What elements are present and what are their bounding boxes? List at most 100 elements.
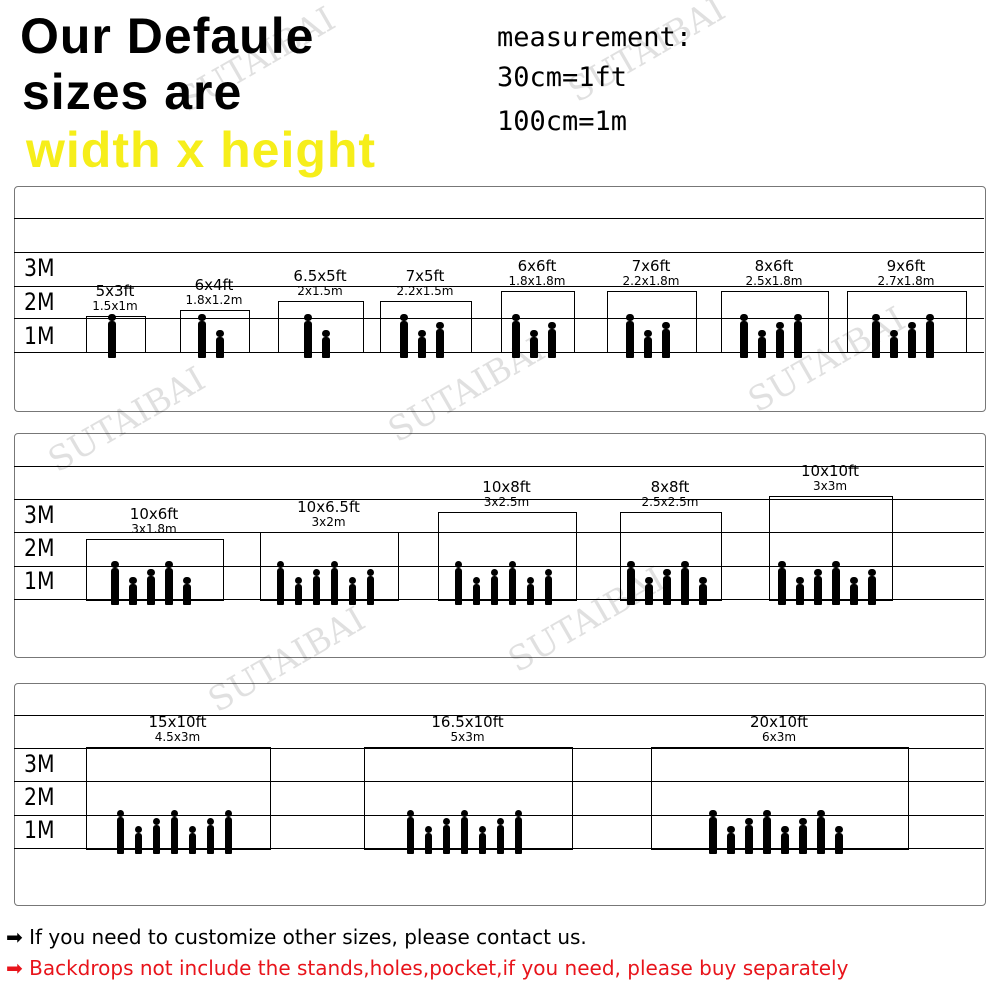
person-silhouette xyxy=(924,314,936,358)
size-ft: 9x6ft xyxy=(886,257,926,275)
backdrop-size-box xyxy=(278,301,364,353)
size-ft: 7x6ft xyxy=(631,257,671,275)
size-ft: 20x10ft xyxy=(750,713,808,731)
size-m: 4.5x3m xyxy=(154,730,201,744)
person-silhouette xyxy=(794,577,806,605)
person-silhouette xyxy=(761,810,773,854)
person-silhouette xyxy=(311,569,323,605)
size-panel xyxy=(14,683,986,906)
person-silhouette xyxy=(441,818,453,854)
person-silhouette xyxy=(181,577,193,605)
size-panel xyxy=(14,186,986,412)
grid-line xyxy=(14,286,984,287)
backdrop-size-box xyxy=(86,316,146,353)
person-silhouette xyxy=(528,330,540,358)
watermark: SUTAIBAI xyxy=(561,0,733,111)
header-line-3: width x height xyxy=(26,122,377,178)
person-silhouette xyxy=(477,826,489,854)
size-label: 8x6ft 2.5x1.8m xyxy=(704,259,844,289)
header-line-2: sizes are xyxy=(22,64,243,120)
person-silhouette xyxy=(347,577,359,605)
stands-note-text: Backdrops not include the stands,holes,p… xyxy=(29,956,849,980)
grid-line xyxy=(14,352,984,353)
scale-label: 2M xyxy=(24,288,55,316)
measurement-ft: 30cm=1ft xyxy=(497,62,628,93)
person-silhouette xyxy=(697,577,709,605)
scale-label: 3M xyxy=(24,254,55,282)
size-ft: 8x6ft xyxy=(754,257,794,275)
person-silhouette xyxy=(833,826,845,854)
size-m: 2.5x2.5m xyxy=(641,495,699,509)
person-silhouette xyxy=(546,322,558,358)
grid-line xyxy=(14,815,984,816)
person-silhouette xyxy=(127,577,139,605)
backdrop-size-box xyxy=(620,512,722,601)
grid-line xyxy=(14,252,984,253)
size-ft: 10x6.5ft xyxy=(297,498,360,516)
size-ft: 15x10ft xyxy=(148,713,207,731)
size-ft: 6x4ft xyxy=(194,276,234,294)
size-ft: 7x5ft xyxy=(405,267,445,285)
person-silhouette xyxy=(459,810,471,854)
size-label: 7x5ft 2.2x1.5m xyxy=(355,269,495,299)
person-silhouette xyxy=(489,569,501,605)
person-silhouette xyxy=(329,561,341,605)
size-m: 3x2m xyxy=(311,515,346,529)
person-silhouette xyxy=(812,569,824,605)
size-m: 2.2x1.8m xyxy=(622,274,680,288)
backdrop-size-box xyxy=(501,291,575,353)
right-arrow-icon: ➡ xyxy=(6,925,23,949)
person-silhouette xyxy=(707,810,719,854)
size-label: 5x3ft 1.5x1m xyxy=(45,284,185,314)
grid-line xyxy=(14,748,984,749)
grid-line xyxy=(14,715,984,716)
backdrop-size-box xyxy=(721,291,829,353)
backdrop-size-box xyxy=(438,512,577,601)
backdrop-size-box xyxy=(769,496,893,601)
person-silhouette xyxy=(405,810,417,854)
size-ft: 10x10ft xyxy=(801,462,859,480)
person-silhouette xyxy=(495,818,507,854)
size-label: 7x6ft 2.2x1.8m xyxy=(581,259,721,289)
size-label: 10x10ft 3x3m xyxy=(760,464,900,494)
size-m: 1.8x1.8m xyxy=(508,274,566,288)
grid-line xyxy=(14,532,984,533)
person-silhouette xyxy=(643,577,655,605)
backdrop-size-box xyxy=(86,539,224,601)
grid-line xyxy=(14,218,984,219)
person-silhouette xyxy=(815,810,827,854)
person-silhouette xyxy=(416,330,428,358)
size-m: 3x1.8m xyxy=(131,522,177,536)
person-silhouette xyxy=(624,314,636,358)
size-m: 2x1.5m xyxy=(297,284,343,298)
size-label: 16.5x10ft 5x3m xyxy=(398,715,538,745)
person-silhouette xyxy=(743,818,755,854)
scale-label: 3M xyxy=(24,501,55,529)
backdrop-size-box xyxy=(364,747,573,850)
backdrop-size-box xyxy=(260,532,399,601)
size-m: 1.8x1.2m xyxy=(185,293,243,307)
size-ft: 6.5x5ft xyxy=(293,267,347,285)
size-label: 15x10ft 4.5x3m xyxy=(108,715,248,745)
person-silhouette xyxy=(320,330,332,358)
size-ft: 10x8ft xyxy=(482,478,531,496)
scale-label: 1M xyxy=(24,816,55,844)
person-silhouette xyxy=(870,314,882,358)
person-silhouette xyxy=(423,826,435,854)
person-silhouette xyxy=(774,322,786,358)
size-m: 3x3m xyxy=(812,479,848,493)
header-line-1: Our Defaule xyxy=(20,8,315,64)
size-label: 9x6ft 2.7x1.8m xyxy=(836,259,976,289)
person-silhouette xyxy=(293,577,305,605)
scale-label: 2M xyxy=(24,534,55,562)
backdrop-size-box xyxy=(847,291,967,353)
person-silhouette xyxy=(398,314,410,358)
right-arrow-icon: ➡ xyxy=(6,956,23,980)
size-ft: 8x8ft xyxy=(650,478,690,496)
person-silhouette xyxy=(365,569,377,605)
backdrop-size-box xyxy=(607,291,697,353)
size-m: 6x3m xyxy=(761,730,797,744)
person-silhouette xyxy=(830,561,842,605)
size-label: 6x6ft 1.8x1.8m xyxy=(467,259,607,289)
size-label: 6.5x5ft 2x1.5m xyxy=(250,269,390,299)
